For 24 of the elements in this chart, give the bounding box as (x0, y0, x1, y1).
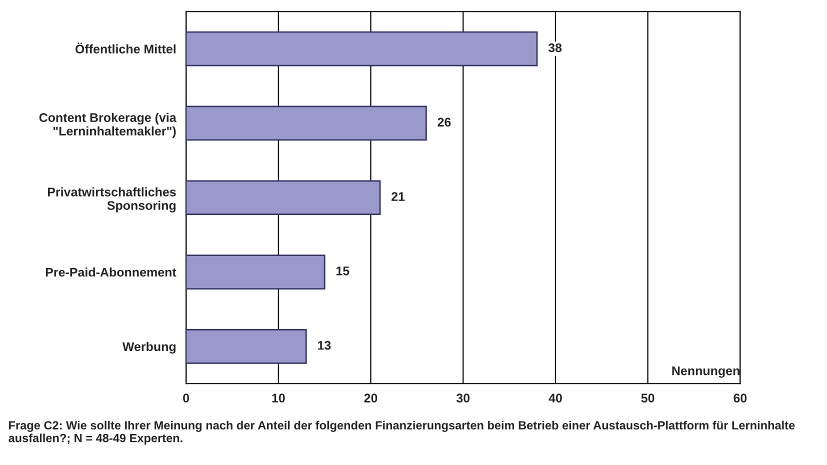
x-tick-label: 10 (272, 394, 285, 403)
y-tick-label: Pre-Paid-Abonnement (46, 267, 176, 277)
bar (186, 180, 381, 216)
data-label: 38 (548, 43, 562, 52)
y-tick-label: Werbung (122, 342, 176, 354)
x-tick-label: 40 (548, 394, 562, 403)
x-tick-label: 30 (456, 394, 470, 403)
y-tick-label: Öffentliche Mittel (75, 42, 176, 54)
text: Frage C2: Wie sollte Ihrer Meinung nach der Anteil der folgenden Finanzierungsarten beim Betrieb einer Austausch-Plattform für Lerninhalte ausfallen?; N = 48-49 Experten. (8, 420, 795, 445)
x-tick-label: 50 (641, 394, 654, 403)
data-label: 15 (336, 266, 350, 276)
data-label: 21 (392, 192, 405, 201)
x-axis-title: Nennungen (672, 366, 740, 378)
y-tick-label: Privatwirtschaftliches Sponsoring (48, 187, 176, 212)
bar (186, 106, 427, 141)
x-tick-label: 20 (364, 394, 378, 403)
x-tick-label: 0 (183, 394, 190, 403)
bar (186, 328, 307, 364)
data-label: 13 (318, 340, 331, 350)
data-label: 26 (438, 118, 451, 127)
bar (186, 31, 538, 66)
bar (186, 254, 326, 290)
y-tick-label: Content Brokerage (via "Lerninhaltemakler") (39, 112, 176, 138)
x-tick-label: 60 (734, 394, 747, 403)
